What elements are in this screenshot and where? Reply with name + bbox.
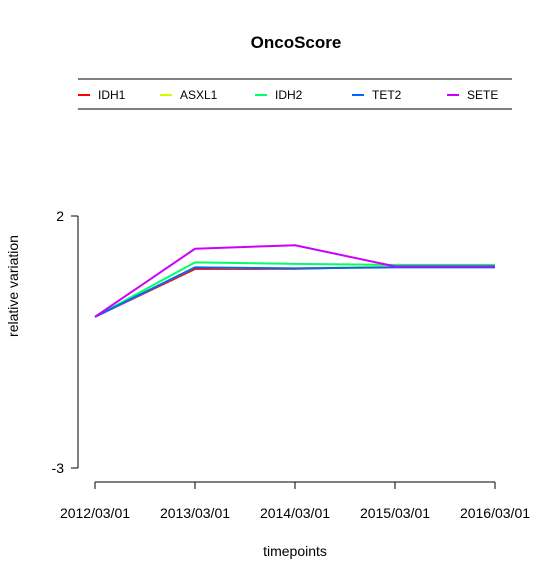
legend-label-asxl1: ASXL1 bbox=[180, 88, 218, 102]
series-line-asxl1 bbox=[94, 265, 495, 318]
y-tick-label: 2 bbox=[56, 208, 64, 224]
series-line-idh1 bbox=[94, 265, 495, 318]
x-tick-label: 2015/03/01 bbox=[360, 505, 430, 521]
x-tick-label: 2014/03/01 bbox=[260, 505, 330, 521]
legend-label-idh1: IDH1 bbox=[98, 88, 126, 102]
y-tick-label: -3 bbox=[52, 460, 65, 476]
series-lines bbox=[94, 244, 495, 318]
series-line-tet2 bbox=[94, 266, 495, 318]
legend-label-idh2: IDH2 bbox=[275, 88, 303, 102]
x-tick-label: 2012/03/01 bbox=[60, 505, 130, 521]
axes: -3 2 2012/03/01 2013/03/01 2014/03/01 2015/0… bbox=[52, 208, 531, 521]
x-tick-label: 2016/03/01 bbox=[460, 505, 530, 521]
legend: IDH1 ASXL1 IDH2 TET2 SETE bbox=[78, 78, 512, 110]
x-axis-label: timepoints bbox=[263, 543, 327, 559]
legend-label-setbp1: SETE bbox=[467, 88, 498, 102]
legend-label-tet2: TET2 bbox=[372, 88, 402, 102]
y-axis-label: relative variation bbox=[5, 235, 21, 337]
chart-title: OncoScore bbox=[251, 33, 342, 52]
x-tick-label: 2013/03/01 bbox=[160, 505, 230, 521]
series-line-setbp1 bbox=[94, 244, 495, 318]
series-line-idh2 bbox=[94, 261, 495, 318]
